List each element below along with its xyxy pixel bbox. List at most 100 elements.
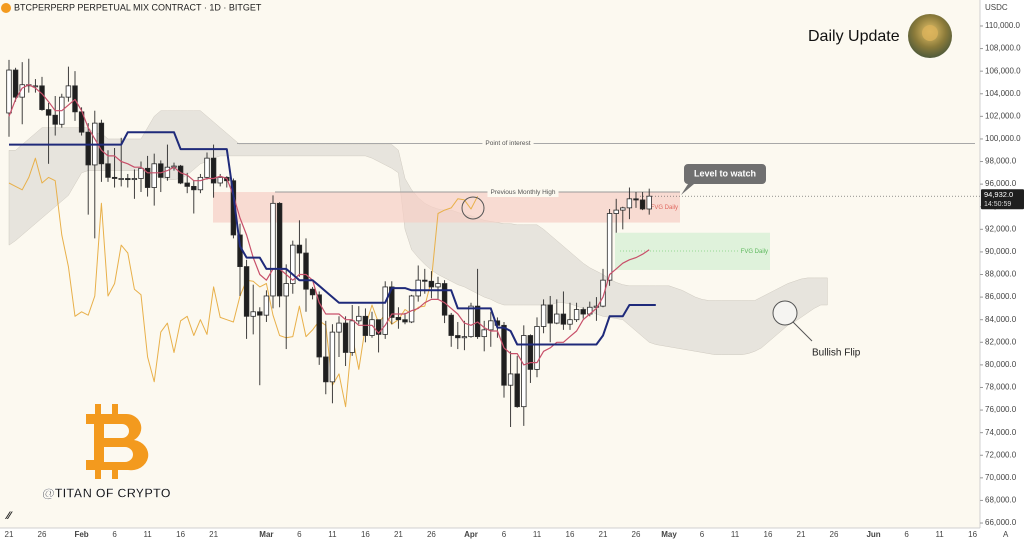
x-tick-label: 26 (632, 530, 641, 539)
level-label-bg (482, 138, 534, 149)
candle-body (204, 157, 210, 178)
candle-body (567, 319, 573, 325)
candle-body (461, 336, 468, 339)
y-tick-label: 70,000.0 (985, 473, 1017, 482)
x-tick-label: Apr (464, 530, 478, 539)
candle-body (356, 315, 362, 322)
auto-scale-button[interactable]: A (1003, 530, 1009, 539)
candle-body (395, 317, 402, 321)
candle-body (382, 286, 388, 335)
candle-body (323, 356, 329, 383)
candle-body (448, 314, 454, 336)
x-tick-label: 11 (143, 530, 152, 539)
candle-body (144, 167, 151, 188)
currency-label: USDC (985, 3, 1008, 12)
x-tick-label: 21 (209, 530, 218, 539)
y-tick-label: 108,000.0 (985, 44, 1021, 53)
candle-body (554, 313, 560, 324)
candle-body (573, 309, 580, 321)
candle-body (408, 295, 415, 323)
candle-body (501, 324, 507, 386)
candle-body (646, 195, 652, 210)
tv-logo: ⁄⁄ (4, 510, 13, 522)
candle-body (527, 335, 534, 370)
y-tick-label: 84,000.0 (985, 315, 1017, 324)
level-label: Previous Monthly High (490, 189, 555, 196)
x-tick-label: 11 (533, 530, 542, 539)
y-axis-panel (980, 0, 1024, 542)
price-tag-countdown: 14:50:59 (984, 201, 1011, 208)
candle-body (283, 283, 289, 297)
candle-body (197, 176, 204, 191)
x-tick-label: 16 (566, 530, 575, 539)
highlight-circle (461, 196, 485, 220)
candle-body (105, 163, 111, 178)
candle-body (620, 207, 626, 211)
zone-label: FVG Daily (741, 249, 768, 255)
candle-body (455, 335, 461, 339)
y-tick-label: 80,000.0 (985, 360, 1017, 369)
x-tick-label: 6 (502, 530, 507, 539)
candle-body (514, 373, 520, 408)
callout-pointer (792, 321, 813, 342)
candle-body (415, 279, 421, 297)
candle-body (402, 319, 408, 323)
candle-body (547, 304, 553, 324)
candle-body (6, 69, 12, 114)
candle-body (12, 69, 19, 98)
candle-body (474, 305, 481, 338)
fvg-zone (213, 192, 680, 223)
y-tick-label: 68,000.0 (985, 496, 1017, 505)
x-tick-label: 26 (830, 530, 839, 539)
candle-body (65, 85, 72, 98)
x-tick-label: Jun (866, 530, 880, 539)
candle-body (626, 198, 633, 209)
y-tick-label: 102,000.0 (985, 111, 1021, 120)
candle-body (184, 182, 190, 187)
y-tick-label: 100,000.0 (985, 134, 1021, 143)
y-tick-label: 110,000.0 (985, 21, 1021, 30)
candle-body (111, 176, 118, 179)
x-tick-label: Mar (259, 530, 273, 539)
candle-body (534, 326, 540, 370)
y-tick-label: 104,000.0 (985, 89, 1021, 98)
candle-body (118, 178, 124, 180)
candle-body (435, 283, 441, 288)
candle-body (263, 295, 270, 316)
candle-body (276, 202, 283, 297)
candle-body (441, 283, 448, 316)
candle-body (560, 313, 567, 325)
candle-body (52, 114, 58, 125)
x-tick-label: 26 (427, 530, 436, 539)
x-tick-label: Feb (74, 530, 88, 539)
y-tick-label: 92,000.0 (985, 224, 1017, 233)
x-tick-label: 16 (176, 530, 185, 539)
axes: 66,000.0 68,000.0 70,000.0 72,000.0 74,000.0… (5, 21, 1024, 539)
y-tick-label: 72,000.0 (985, 450, 1017, 459)
indicator-line (9, 131, 656, 346)
candle-body (488, 320, 494, 331)
highlight-circle (772, 300, 798, 326)
candle-body (362, 315, 369, 336)
zone-label: FVG Daily (651, 205, 678, 211)
candle-body (375, 319, 382, 335)
candle-body (98, 122, 105, 165)
bitcoin-logo (86, 404, 149, 479)
y-tick-label: 76,000.0 (985, 405, 1017, 414)
candle-body (217, 176, 223, 184)
candle-body (257, 311, 263, 316)
x-tick-label: 6 (112, 530, 117, 539)
y-tick-label: 86,000.0 (985, 292, 1017, 301)
y-tick-label: 78,000.0 (985, 383, 1017, 392)
x-tick-label: 6 (904, 530, 909, 539)
candle-body (316, 294, 322, 358)
x-tick-label: 16 (361, 530, 370, 539)
candle-body (389, 286, 395, 318)
chart-title: BTCPERPERP PERPETUAL MIX CONTRACT · 1D ·… (14, 2, 262, 12)
x-tick-label: 16 (968, 530, 977, 539)
candle-body (131, 178, 138, 181)
candle-body (468, 305, 474, 338)
price-tag (981, 189, 1024, 210)
candle-body (540, 304, 547, 327)
